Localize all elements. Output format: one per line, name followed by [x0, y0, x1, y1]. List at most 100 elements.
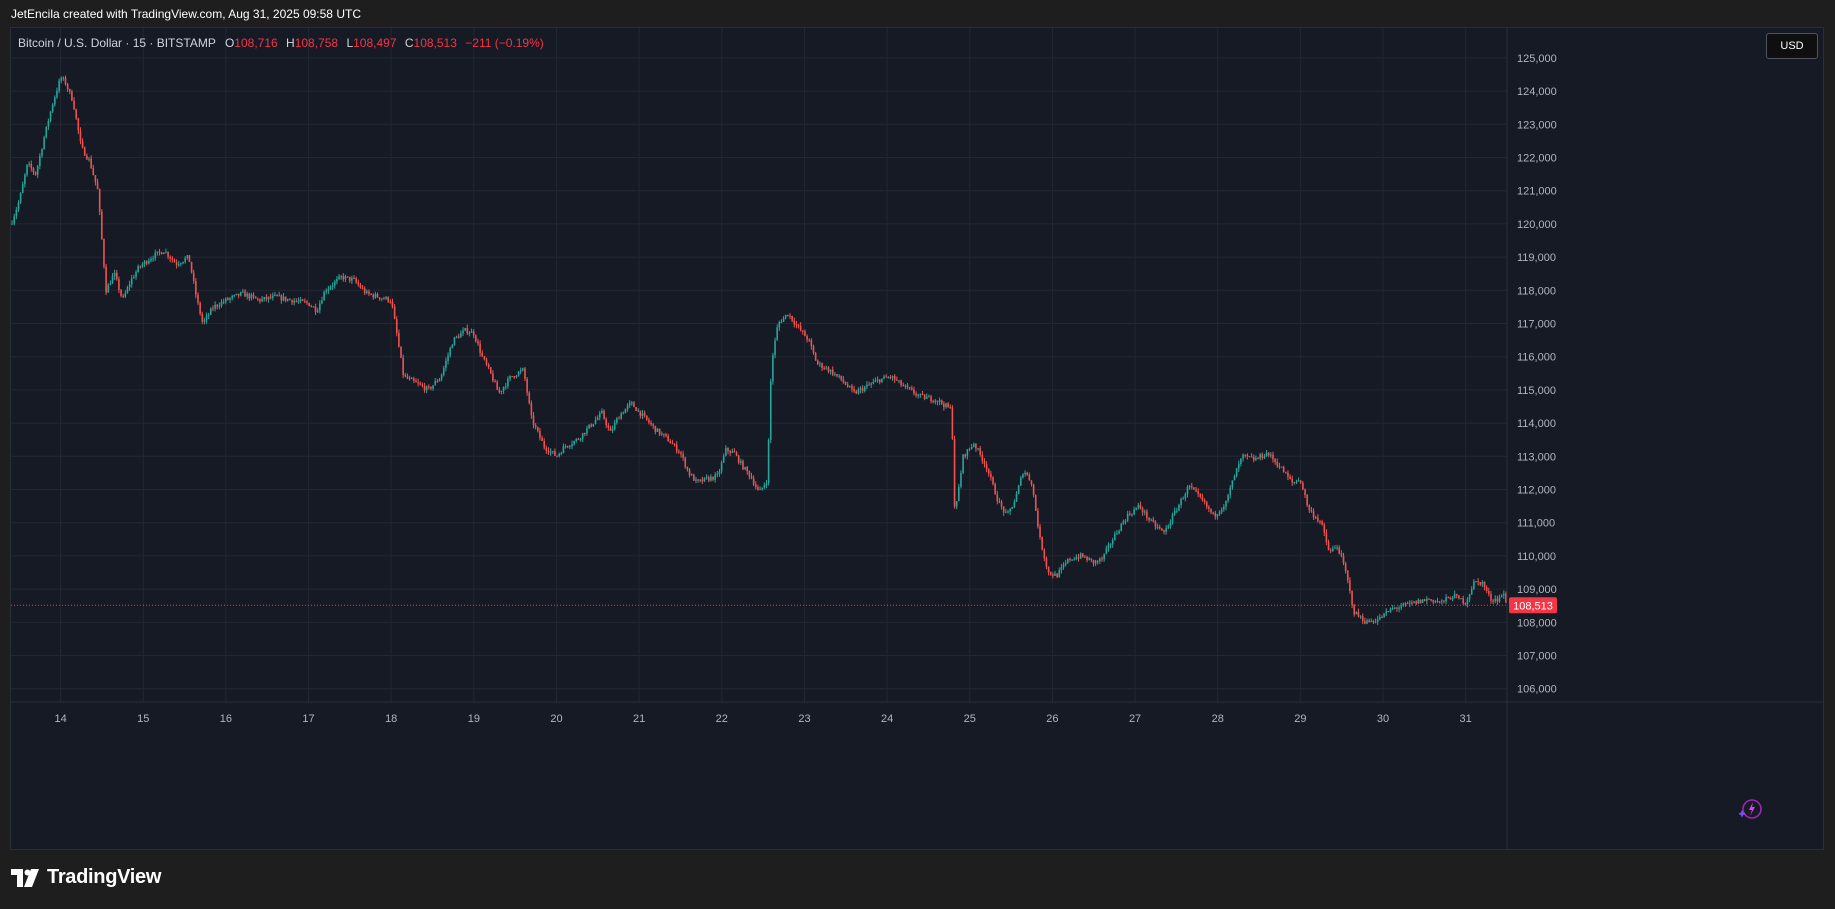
candle-body: [507, 378, 509, 387]
candle-body: [1143, 511, 1146, 513]
candle-body: [466, 328, 469, 334]
symbol-name[interactable]: Bitcoin / U.S. Dollar · 15 · BITSTAMP: [18, 36, 216, 50]
candle-body: [406, 376, 409, 379]
candle-body: [586, 428, 588, 434]
candle-body: [725, 447, 727, 456]
candle-body: [378, 297, 381, 299]
candle-body: [539, 430, 541, 438]
candle-body: [417, 382, 419, 384]
candle-body: [733, 451, 736, 453]
candle-body: [43, 137, 45, 150]
candle-body: [776, 327, 778, 341]
candle-body: [438, 378, 441, 382]
candle-body: [210, 308, 212, 315]
candle-body: [1030, 480, 1033, 485]
candle-body: [754, 484, 757, 488]
candle-body: [1334, 547, 1336, 549]
candle-body: [562, 446, 565, 454]
candle-body: [28, 163, 30, 165]
candle-body: [103, 239, 105, 267]
candle-body: [163, 252, 165, 255]
candle-body: [1336, 547, 1338, 549]
candle-body: [1237, 464, 1240, 469]
candle-body: [1154, 521, 1157, 527]
candle-body: [812, 346, 815, 354]
candle-body: [590, 424, 593, 427]
candle-body: [310, 306, 313, 308]
tradingview-logo[interactable]: TradingView: [11, 866, 161, 889]
candle-body: [1032, 484, 1035, 496]
candle-body: [477, 341, 479, 344]
candle-body: [1349, 580, 1351, 592]
candle-body: [784, 314, 787, 318]
candle-body: [1398, 607, 1400, 609]
candle-body: [1325, 532, 1328, 542]
candle-body: [889, 377, 892, 379]
candle-body: [1479, 582, 1482, 585]
candle-body: [111, 276, 114, 284]
candle-body: [216, 304, 219, 307]
candle-body: [1500, 595, 1503, 598]
candle-body: [793, 320, 796, 325]
candle-body: [1135, 507, 1138, 510]
candle-body: [504, 386, 507, 388]
candle-body: [293, 300, 295, 303]
candle-body: [624, 408, 627, 414]
candle-body: [312, 306, 315, 308]
candle-body: [810, 339, 813, 347]
candle-body: [1267, 452, 1270, 456]
candle-body: [688, 469, 691, 476]
candle-body: [13, 216, 16, 224]
candle-body: [1319, 521, 1321, 523]
candle-body: [928, 396, 930, 398]
candle-body: [1220, 509, 1223, 513]
candle-body: [996, 494, 999, 502]
candle-body: [720, 462, 723, 472]
open-value: 108,716: [234, 36, 278, 50]
candle-body: [21, 184, 24, 193]
candle-body: [866, 384, 868, 387]
flash-icon[interactable]: [1738, 796, 1764, 822]
chart-frame[interactable]: 106,000 107,000 108,000 109,000 110,000 111,0…: [10, 27, 1824, 850]
candle-body: [1229, 487, 1232, 495]
candle-body: [1126, 513, 1129, 521]
candle-body: [1052, 574, 1054, 576]
candle-body: [77, 118, 80, 131]
candle-body: [383, 298, 385, 300]
candle-body: [569, 446, 571, 448]
candle-body: [1381, 616, 1383, 618]
candle-body: [1227, 494, 1229, 501]
candle-body: [1396, 607, 1398, 609]
candle-body: [39, 155, 41, 166]
candle-body: [804, 331, 806, 337]
candle-body: [62, 77, 65, 79]
candle-body: [872, 381, 875, 384]
candle-body: [1233, 476, 1236, 481]
candle-body: [1477, 581, 1479, 583]
candle-body: [519, 370, 522, 372]
currency-button[interactable]: USD: [1766, 33, 1818, 59]
candle-body: [428, 386, 430, 388]
candle-body: [1387, 611, 1390, 613]
candle-body: [577, 439, 580, 441]
candle-body: [408, 378, 411, 380]
candle-body: [1081, 553, 1084, 557]
candle-body: [947, 403, 949, 408]
candle-body: [919, 394, 922, 396]
candle-body: [1163, 530, 1165, 532]
candle-body: [1291, 478, 1294, 483]
candle-body: [883, 376, 885, 379]
y-tick-label: 108,000: [1517, 617, 1557, 629]
candle-body: [1505, 593, 1507, 603]
candle-body: [344, 276, 347, 280]
candle-body: [857, 389, 860, 394]
candle-body: [797, 324, 800, 326]
candle-body: [122, 295, 124, 297]
candle-body: [1165, 527, 1167, 532]
candle-body: [874, 380, 877, 382]
candle-body: [1079, 553, 1082, 559]
price-chart[interactable]: 106,000 107,000 108,000 109,000 110,000 111,0…: [11, 28, 1823, 849]
candle-body: [814, 353, 817, 361]
candle-body: [1167, 526, 1170, 528]
candle-body: [789, 315, 791, 317]
